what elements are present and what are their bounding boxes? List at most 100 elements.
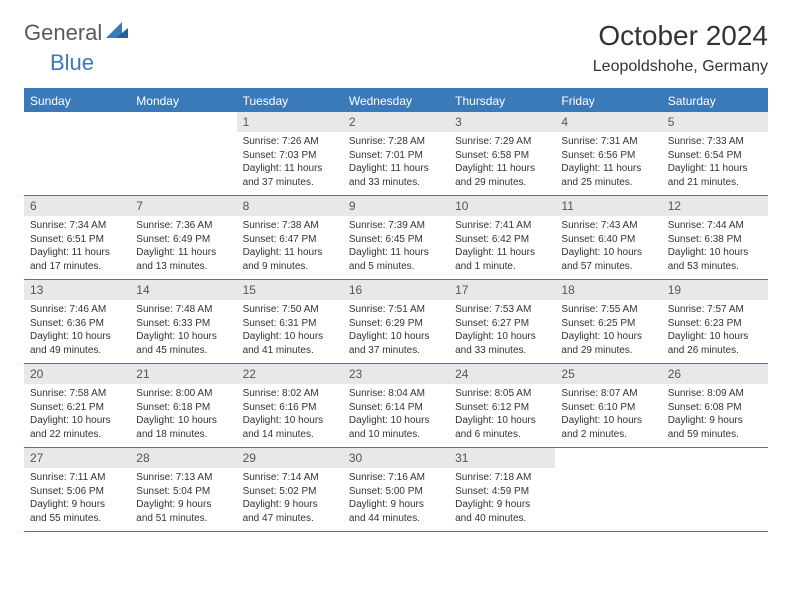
- day-cell: 7Sunrise: 7:36 AMSunset: 6:49 PMDaylight…: [130, 196, 236, 280]
- day-number: 7: [130, 196, 236, 216]
- day-cell: 16Sunrise: 7:51 AMSunset: 6:29 PMDayligh…: [343, 280, 449, 364]
- day-cell: [662, 448, 768, 532]
- day-body: Sunrise: 7:39 AMSunset: 6:45 PMDaylight:…: [343, 216, 449, 279]
- day-line: Sunset: 6:27 PM: [455, 317, 549, 331]
- day-body: Sunrise: 7:48 AMSunset: 6:33 PMDaylight:…: [130, 300, 236, 363]
- day-cell: 21Sunrise: 8:00 AMSunset: 6:18 PMDayligh…: [130, 364, 236, 448]
- day-cell: 14Sunrise: 7:48 AMSunset: 6:33 PMDayligh…: [130, 280, 236, 364]
- day-body: Sunrise: 7:34 AMSunset: 6:51 PMDaylight:…: [24, 216, 130, 279]
- day-line: Sunset: 6:58 PM: [455, 149, 549, 163]
- day-line: Daylight: 10 hours and 18 minutes.: [136, 414, 230, 441]
- day-number: 4: [555, 112, 661, 132]
- day-number: 19: [662, 280, 768, 300]
- day-cell: 3Sunrise: 7:29 AMSunset: 6:58 PMDaylight…: [449, 112, 555, 196]
- day-line: Sunrise: 7:34 AM: [30, 219, 124, 233]
- day-line: Sunrise: 8:09 AM: [668, 387, 762, 401]
- day-line: Sunrise: 7:33 AM: [668, 135, 762, 149]
- day-cell: 1Sunrise: 7:26 AMSunset: 7:03 PMDaylight…: [237, 112, 343, 196]
- day-line: Sunset: 6:54 PM: [668, 149, 762, 163]
- day-body: Sunrise: 7:57 AMSunset: 6:23 PMDaylight:…: [662, 300, 768, 363]
- day-line: Sunset: 5:02 PM: [243, 485, 337, 499]
- day-number: 30: [343, 448, 449, 468]
- day-line: Daylight: 9 hours and 40 minutes.: [455, 498, 549, 525]
- day-line: Daylight: 10 hours and 37 minutes.: [349, 330, 443, 357]
- day-body: Sunrise: 7:33 AMSunset: 6:54 PMDaylight:…: [662, 132, 768, 195]
- day-header-row: Sunday Monday Tuesday Wednesday Thursday…: [24, 89, 768, 112]
- logo-text-general: General: [24, 20, 102, 46]
- day-body: [662, 454, 768, 510]
- day-number: 13: [24, 280, 130, 300]
- day-body: [555, 454, 661, 510]
- day-line: Sunrise: 8:05 AM: [455, 387, 549, 401]
- day-number: 24: [449, 364, 555, 384]
- day-line: Daylight: 9 hours and 55 minutes.: [30, 498, 124, 525]
- day-number: 17: [449, 280, 555, 300]
- day-cell: 15Sunrise: 7:50 AMSunset: 6:31 PMDayligh…: [237, 280, 343, 364]
- day-line: Daylight: 10 hours and 33 minutes.: [455, 330, 549, 357]
- day-cell: 20Sunrise: 7:58 AMSunset: 6:21 PMDayligh…: [24, 364, 130, 448]
- day-header: Tuesday: [237, 89, 343, 112]
- day-header: Thursday: [449, 89, 555, 112]
- day-body: Sunrise: 7:41 AMSunset: 6:42 PMDaylight:…: [449, 216, 555, 279]
- day-line: Sunrise: 8:02 AM: [243, 387, 337, 401]
- day-header: Friday: [555, 89, 661, 112]
- day-body: Sunrise: 7:51 AMSunset: 6:29 PMDaylight:…: [343, 300, 449, 363]
- day-body: Sunrise: 7:38 AMSunset: 6:47 PMDaylight:…: [237, 216, 343, 279]
- day-body: Sunrise: 7:16 AMSunset: 5:00 PMDaylight:…: [343, 468, 449, 531]
- day-number: 18: [555, 280, 661, 300]
- day-line: Sunrise: 7:55 AM: [561, 303, 655, 317]
- day-line: Daylight: 10 hours and 41 minutes.: [243, 330, 337, 357]
- week-row: 27Sunrise: 7:11 AMSunset: 5:06 PMDayligh…: [24, 448, 768, 532]
- logo-triangle-icon: [106, 22, 128, 45]
- day-line: Daylight: 11 hours and 37 minutes.: [243, 162, 337, 189]
- day-cell: 29Sunrise: 7:14 AMSunset: 5:02 PMDayligh…: [237, 448, 343, 532]
- day-line: Daylight: 11 hours and 13 minutes.: [136, 246, 230, 273]
- day-line: Sunrise: 7:41 AM: [455, 219, 549, 233]
- day-number: 14: [130, 280, 236, 300]
- calendar-table: Sunday Monday Tuesday Wednesday Thursday…: [24, 88, 768, 532]
- day-line: Daylight: 10 hours and 6 minutes.: [455, 414, 549, 441]
- day-number: 12: [662, 196, 768, 216]
- day-body: Sunrise: 7:46 AMSunset: 6:36 PMDaylight:…: [24, 300, 130, 363]
- week-row: 20Sunrise: 7:58 AMSunset: 6:21 PMDayligh…: [24, 364, 768, 448]
- day-body: Sunrise: 8:09 AMSunset: 6:08 PMDaylight:…: [662, 384, 768, 447]
- day-cell: 18Sunrise: 7:55 AMSunset: 6:25 PMDayligh…: [555, 280, 661, 364]
- day-line: Sunset: 6:18 PM: [136, 401, 230, 415]
- day-line: Sunrise: 7:31 AM: [561, 135, 655, 149]
- day-body: Sunrise: 8:00 AMSunset: 6:18 PMDaylight:…: [130, 384, 236, 447]
- day-line: Sunset: 6:38 PM: [668, 233, 762, 247]
- day-number: 27: [24, 448, 130, 468]
- day-line: Daylight: 10 hours and 14 minutes.: [243, 414, 337, 441]
- day-line: Sunset: 6:49 PM: [136, 233, 230, 247]
- day-line: Daylight: 10 hours and 10 minutes.: [349, 414, 443, 441]
- day-line: Sunset: 5:06 PM: [30, 485, 124, 499]
- day-line: Daylight: 9 hours and 44 minutes.: [349, 498, 443, 525]
- day-body: Sunrise: 7:36 AMSunset: 6:49 PMDaylight:…: [130, 216, 236, 279]
- day-number: 5: [662, 112, 768, 132]
- day-body: Sunrise: 8:04 AMSunset: 6:14 PMDaylight:…: [343, 384, 449, 447]
- day-line: Sunrise: 7:51 AM: [349, 303, 443, 317]
- day-line: Sunrise: 7:53 AM: [455, 303, 549, 317]
- day-line: Daylight: 11 hours and 29 minutes.: [455, 162, 549, 189]
- day-number: 3: [449, 112, 555, 132]
- day-line: Sunrise: 7:13 AM: [136, 471, 230, 485]
- day-line: Sunset: 6:12 PM: [455, 401, 549, 415]
- day-number: 22: [237, 364, 343, 384]
- day-body: Sunrise: 7:58 AMSunset: 6:21 PMDaylight:…: [24, 384, 130, 447]
- day-line: Sunrise: 7:58 AM: [30, 387, 124, 401]
- day-body: [24, 118, 130, 174]
- logo-text-blue: Blue: [50, 50, 94, 75]
- day-line: Sunrise: 7:39 AM: [349, 219, 443, 233]
- day-cell: 4Sunrise: 7:31 AMSunset: 6:56 PMDaylight…: [555, 112, 661, 196]
- day-cell: 9Sunrise: 7:39 AMSunset: 6:45 PMDaylight…: [343, 196, 449, 280]
- day-cell: 22 Sunrise: 8:02 AMSunset: 6:16 PMDayligh…: [237, 364, 343, 448]
- day-line: Daylight: 10 hours and 2 minutes.: [561, 414, 655, 441]
- day-line: Daylight: 10 hours and 29 minutes.: [561, 330, 655, 357]
- day-body: Sunrise: 7:50 AMSunset: 6:31 PMDaylight:…: [237, 300, 343, 363]
- day-line: Sunset: 6:45 PM: [349, 233, 443, 247]
- day-body: Sunrise: 7:28 AMSunset: 7:01 PMDaylight:…: [343, 132, 449, 195]
- day-line: Daylight: 10 hours and 26 minutes.: [668, 330, 762, 357]
- day-line: Sunset: 6:14 PM: [349, 401, 443, 415]
- day-number: 15: [237, 280, 343, 300]
- day-line: Sunset: 6:16 PM: [243, 401, 337, 415]
